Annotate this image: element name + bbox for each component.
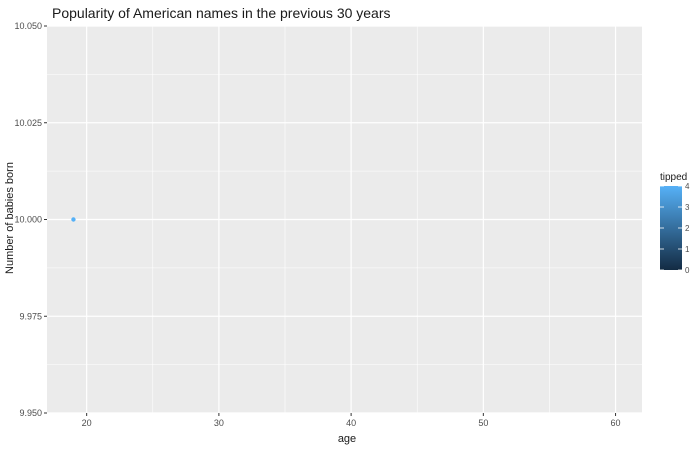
x-tick-label: 20 <box>82 418 92 428</box>
y-axis: 9.950 9.975 10.000 10.025 10.050 <box>14 21 47 418</box>
y-tick-label: 10.050 <box>14 21 42 31</box>
y-tick-label: 9.950 <box>19 408 42 418</box>
legend-tick-label: 2 <box>685 224 690 233</box>
legend-tick-label: 3 <box>685 203 690 212</box>
y-tick-label: 10.000 <box>14 215 42 225</box>
data-point <box>71 217 76 222</box>
y-tick-label: 9.975 <box>19 311 42 321</box>
chart-title: Popularity of American names in the prev… <box>52 5 391 21</box>
x-tick-label: 50 <box>478 418 488 428</box>
legend-colorbar <box>660 186 682 270</box>
legend-tick-label: 0 <box>685 266 690 275</box>
major-gridlines <box>47 25 642 414</box>
x-tick-label: 60 <box>611 418 621 428</box>
legend-title: tipped <box>660 172 687 183</box>
x-axis: 20 30 40 50 60 <box>82 413 621 428</box>
data-points <box>71 217 76 222</box>
legend-ticks: 0 1 2 3 4 <box>660 182 690 275</box>
x-tick-label: 40 <box>346 418 356 428</box>
legend-tick-label: 4 <box>685 182 690 191</box>
x-tick-label: 30 <box>214 418 224 428</box>
legend-tick-label: 1 <box>685 245 690 254</box>
y-axis-title: Number of babies born <box>4 162 16 274</box>
y-tick-label: 10.025 <box>14 118 42 128</box>
x-axis-title: age <box>338 433 356 445</box>
color-legend: tipped 0 1 2 3 4 <box>660 172 690 275</box>
